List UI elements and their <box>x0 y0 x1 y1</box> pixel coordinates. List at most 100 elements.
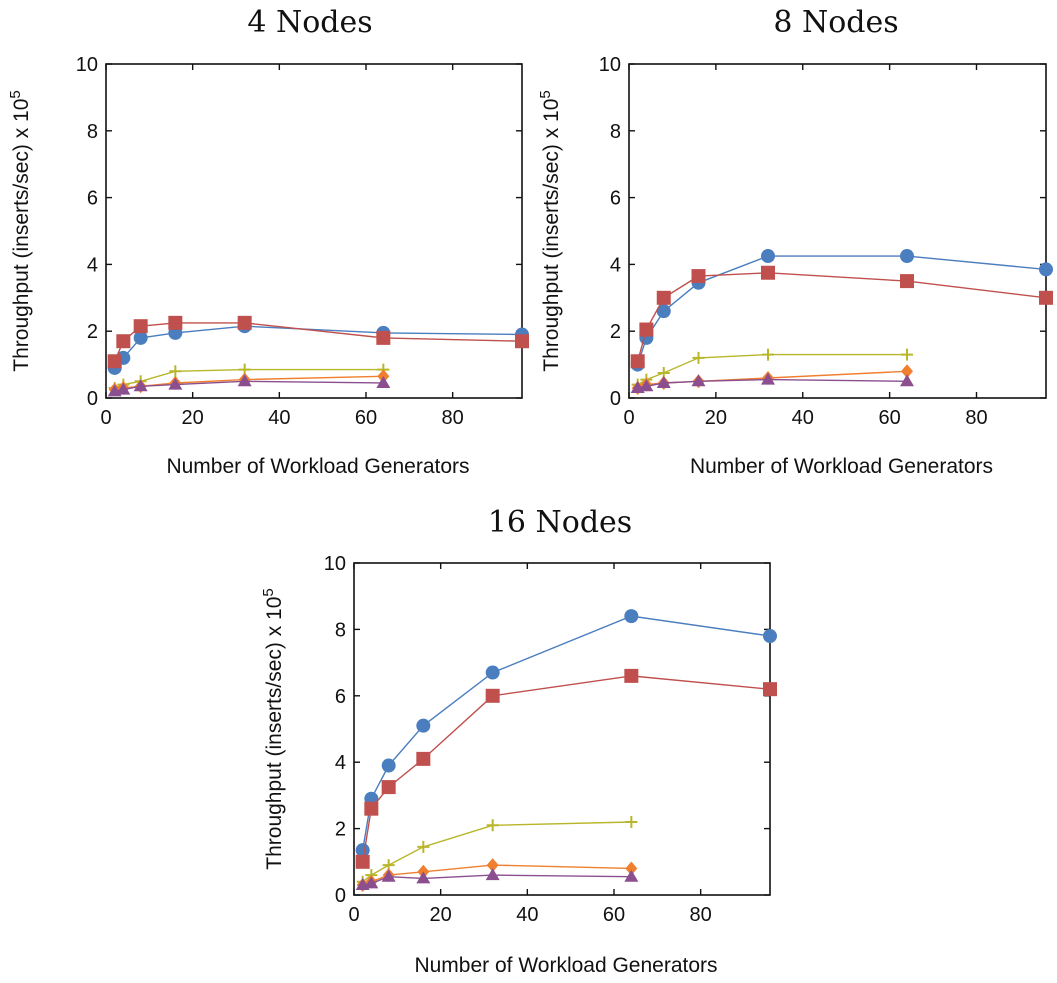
x-axis-label: Number of Workload Generators <box>166 455 469 478</box>
data-point-diamond <box>901 364 913 379</box>
y-tick-label: 8 <box>335 619 346 641</box>
series-5 <box>630 372 914 393</box>
series-2 <box>107 315 529 369</box>
series-1 <box>630 249 1053 372</box>
y-axis-label-exponent: 5 <box>260 588 277 596</box>
y-tick-label: 4 <box>87 254 98 276</box>
data-point-square <box>116 334 131 349</box>
data-point-plus <box>692 351 705 364</box>
data-point-square <box>656 290 671 305</box>
y-tick-label: 10 <box>599 54 621 76</box>
data-point-square <box>364 801 379 816</box>
data-point-plus <box>417 840 430 853</box>
y-tick-label: 6 <box>610 188 621 210</box>
y-tick-label: 6 <box>87 188 98 210</box>
data-point-square <box>761 265 775 280</box>
chart-title: 8 Nodes <box>773 5 898 40</box>
x-tick-label: 40 <box>516 904 538 926</box>
data-point-triangle <box>364 876 379 889</box>
data-point-plus <box>762 348 774 361</box>
x-tick-label: 40 <box>792 407 814 429</box>
x-tick-label: 60 <box>603 904 625 926</box>
x-tick-label: 40 <box>268 407 290 429</box>
plot-frame <box>105 63 523 399</box>
y-tick-label: 2 <box>87 321 98 343</box>
series-line <box>362 675 771 862</box>
x-tick-label: 0 <box>348 904 359 926</box>
plot-frame <box>353 562 771 896</box>
y-tick-label: 8 <box>610 121 621 143</box>
chart-panel-3: 16 Nodes 0 20 40 60 80 0 2 4 6 8 10 Number of Worklo… <box>260 505 777 977</box>
y-tick-label: 6 <box>335 686 346 708</box>
y-axis-label-exponent: 5 <box>537 90 554 98</box>
y-tick-label: 0 <box>87 388 98 410</box>
series-1 <box>355 609 777 858</box>
x-tick-label: 0 <box>623 407 634 429</box>
y-axis-label: Throughput (inserts/sec) x 105 <box>260 588 286 869</box>
x-axis-label: Number of Workload Generators <box>690 455 993 478</box>
data-point-diamond <box>486 858 499 873</box>
y-tick-label: 2 <box>335 819 346 841</box>
data-point-plus <box>486 819 499 832</box>
data-point-square <box>691 269 706 284</box>
data-point-triangle <box>376 375 391 388</box>
data-point-circle <box>416 718 431 733</box>
data-point-square <box>900 274 914 289</box>
data-point-circle <box>133 330 148 345</box>
x-tick-label: 80 <box>442 407 464 429</box>
chart-panel-1: 4 Nodes 0 20 40 60 80 0 2 4 6 8 10 Number of Workloa… <box>7 5 529 478</box>
data-point-plus <box>169 365 182 378</box>
data-point-circle <box>763 629 777 644</box>
data-point-square <box>624 668 639 683</box>
data-point-triangle <box>381 869 396 882</box>
series-2 <box>355 668 777 869</box>
data-point-plus <box>901 348 913 361</box>
data-point-circle <box>381 758 396 773</box>
data-point-triangle <box>237 374 252 387</box>
y-axis-label-exponent: 5 <box>7 90 24 98</box>
x-axis-label: Number of Workload Generators <box>414 954 717 977</box>
y-tick-label: 4 <box>335 752 346 774</box>
data-point-diamond <box>625 861 638 876</box>
y-tick-label: 8 <box>87 121 98 143</box>
data-point-circle <box>761 249 775 264</box>
data-point-circle <box>624 609 639 624</box>
data-point-triangle <box>624 869 639 882</box>
data-point-square <box>763 682 777 697</box>
data-point-triangle <box>639 379 654 392</box>
series-5 <box>355 868 639 891</box>
y-tick-label: 0 <box>610 388 621 410</box>
series-line <box>362 615 771 851</box>
x-tick-label: 20 <box>182 407 204 429</box>
y-tick-label: 4 <box>610 254 621 276</box>
data-point-square <box>639 322 654 337</box>
data-point-square <box>416 751 431 766</box>
x-tick-label: 60 <box>355 407 377 429</box>
data-point-square <box>355 854 370 869</box>
data-point-square <box>485 688 500 703</box>
data-point-square <box>133 319 148 334</box>
x-tick-label: 60 <box>879 407 901 429</box>
series-5 <box>107 374 391 397</box>
data-point-square <box>515 334 529 349</box>
y-tick-label: 0 <box>335 885 346 907</box>
data-point-triangle <box>116 382 131 395</box>
data-point-square <box>107 354 122 369</box>
data-point-square <box>376 330 391 345</box>
data-point-square <box>1039 290 1053 305</box>
data-point-circle <box>900 249 914 264</box>
y-tick-label: 2 <box>610 321 621 343</box>
y-tick-label: 10 <box>76 54 98 76</box>
chart-title: 4 Nodes <box>247 5 372 40</box>
data-point-circle <box>656 304 671 319</box>
data-point-circle <box>1039 262 1053 277</box>
data-point-triangle <box>656 375 671 388</box>
chart-title: 16 Nodes <box>488 505 632 540</box>
data-point-triangle <box>485 868 500 881</box>
data-point-square <box>630 354 645 369</box>
series-2 <box>630 265 1053 369</box>
series-line <box>362 821 632 883</box>
data-point-plus <box>625 815 638 828</box>
x-tick-label: 20 <box>705 407 727 429</box>
plot-frame <box>628 63 1047 399</box>
